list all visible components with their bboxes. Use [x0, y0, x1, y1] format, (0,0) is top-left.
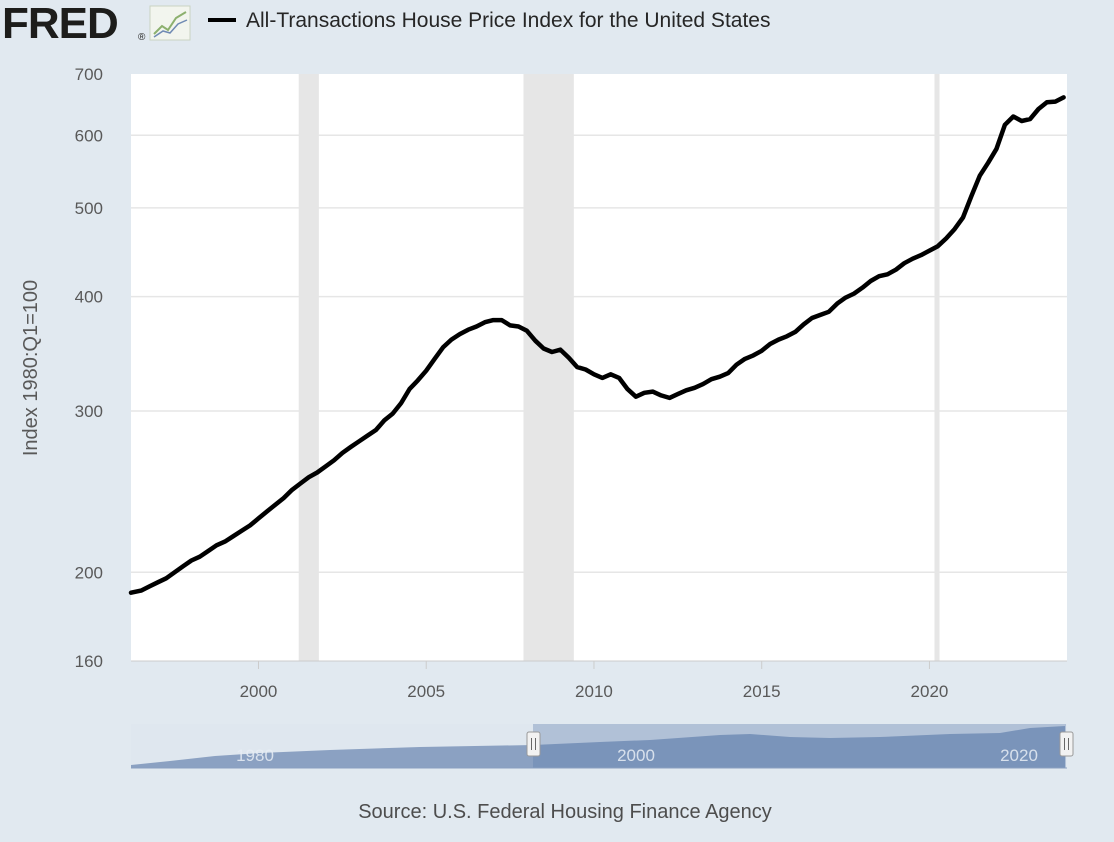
plot-area: [131, 74, 1067, 661]
gridlines: [131, 134, 1067, 574]
navigator-handle-left[interactable]: [526, 731, 541, 757]
fred-logo[interactable]: FRED ®: [2, 0, 191, 48]
y-tick-label: 600: [75, 126, 103, 145]
series-line-hpi: [128, 95, 1066, 595]
x-axis-ticks: 2000 2005 2010 2015 2020: [240, 661, 949, 701]
x-tick-label: 2020: [911, 682, 949, 701]
recession-bands: [298, 74, 940, 661]
y-tick-label: 300: [75, 402, 103, 421]
navigator[interactable]: 1980 2000 2020: [131, 724, 1074, 769]
recession-band: [934, 74, 940, 661]
recession-band: [298, 74, 319, 661]
recession-band: [523, 74, 574, 661]
x-tick-label: 2000: [240, 682, 278, 701]
y-axis-ticks: 160 200 300 400 500 600 700: [75, 65, 103, 671]
navigator-selection[interactable]: [533, 724, 1066, 768]
y-tick-label: 200: [75, 563, 103, 582]
y-tick-label: 160: [75, 652, 103, 671]
y-tick-label: 500: [75, 199, 103, 218]
x-tick-label: 2015: [743, 682, 781, 701]
fred-logo-text: FRED: [2, 0, 118, 48]
navigator-label-1980: 1980: [236, 746, 274, 765]
registered-mark: ®: [138, 32, 146, 43]
source-note: Source: U.S. Federal Housing Finance Age…: [358, 801, 772, 823]
legend: All-Transactions House Price Index for t…: [208, 9, 770, 32]
y-tick-label: 700: [75, 65, 103, 84]
navigator-handle-right[interactable]: [1059, 731, 1074, 757]
navigator-area: [131, 726, 1065, 768]
navigator-label-2020: 2020: [1000, 746, 1038, 765]
line-chart-icon: [149, 5, 191, 41]
x-tick-label: 2010: [575, 682, 613, 701]
legend-label: All-Transactions House Price Index for t…: [246, 9, 770, 32]
y-tick-label: 400: [75, 288, 103, 307]
y-axis-title: Index 1980:Q1=100: [20, 280, 42, 456]
navigator-label-2000: 2000: [617, 746, 655, 765]
x-tick-label: 2005: [407, 682, 445, 701]
